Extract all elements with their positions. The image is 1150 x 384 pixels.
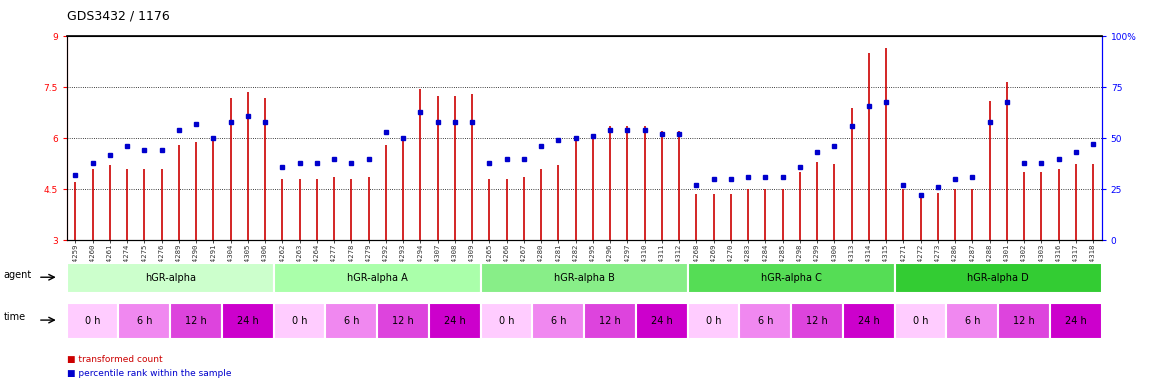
Bar bbox=[998, 303, 1050, 339]
Bar bbox=[377, 303, 429, 339]
Bar bbox=[843, 303, 895, 339]
Text: 24 h: 24 h bbox=[651, 316, 673, 326]
Bar bbox=[118, 303, 170, 339]
Text: time: time bbox=[3, 312, 25, 322]
Bar bbox=[739, 303, 791, 339]
Text: agent: agent bbox=[3, 270, 32, 280]
Bar bbox=[481, 263, 688, 293]
Bar bbox=[67, 303, 118, 339]
Text: 0 h: 0 h bbox=[706, 316, 721, 326]
Bar bbox=[170, 303, 222, 339]
Text: 24 h: 24 h bbox=[1065, 316, 1087, 326]
Text: hGR-alpha C: hGR-alpha C bbox=[761, 273, 821, 283]
Bar bbox=[532, 303, 584, 339]
Text: ■ transformed count: ■ transformed count bbox=[67, 354, 162, 364]
Bar bbox=[636, 303, 688, 339]
Text: 0 h: 0 h bbox=[913, 316, 928, 326]
Bar bbox=[274, 303, 325, 339]
Text: hGR-alpha B: hGR-alpha B bbox=[554, 273, 614, 283]
Bar bbox=[1050, 303, 1102, 339]
Text: GDS3432 / 1176: GDS3432 / 1176 bbox=[67, 10, 169, 23]
Text: 6 h: 6 h bbox=[551, 316, 566, 326]
Text: 24 h: 24 h bbox=[858, 316, 880, 326]
Text: hGR-alpha: hGR-alpha bbox=[145, 273, 196, 283]
Text: hGR-alpha D: hGR-alpha D bbox=[967, 273, 1029, 283]
Bar bbox=[791, 303, 843, 339]
Bar bbox=[481, 303, 532, 339]
Bar bbox=[895, 303, 946, 339]
Bar bbox=[688, 303, 739, 339]
Text: ■ percentile rank within the sample: ■ percentile rank within the sample bbox=[67, 369, 231, 378]
Text: 6 h: 6 h bbox=[965, 316, 980, 326]
Bar bbox=[584, 303, 636, 339]
Bar bbox=[274, 263, 481, 293]
Text: hGR-alpha A: hGR-alpha A bbox=[347, 273, 407, 283]
Bar bbox=[222, 303, 274, 339]
Text: 0 h: 0 h bbox=[85, 316, 100, 326]
Text: 6 h: 6 h bbox=[758, 316, 773, 326]
Bar bbox=[325, 303, 377, 339]
Text: 6 h: 6 h bbox=[344, 316, 359, 326]
Text: 6 h: 6 h bbox=[137, 316, 152, 326]
Text: 12 h: 12 h bbox=[599, 316, 621, 326]
Bar bbox=[946, 303, 998, 339]
Bar bbox=[688, 263, 895, 293]
Text: 12 h: 12 h bbox=[185, 316, 207, 326]
Bar bbox=[67, 263, 274, 293]
Bar bbox=[429, 303, 481, 339]
Text: 0 h: 0 h bbox=[292, 316, 307, 326]
Bar bbox=[895, 263, 1102, 293]
Text: 24 h: 24 h bbox=[237, 316, 259, 326]
Text: 12 h: 12 h bbox=[392, 316, 414, 326]
Text: 0 h: 0 h bbox=[499, 316, 514, 326]
Text: 24 h: 24 h bbox=[444, 316, 466, 326]
Text: 12 h: 12 h bbox=[1013, 316, 1035, 326]
Text: 12 h: 12 h bbox=[806, 316, 828, 326]
